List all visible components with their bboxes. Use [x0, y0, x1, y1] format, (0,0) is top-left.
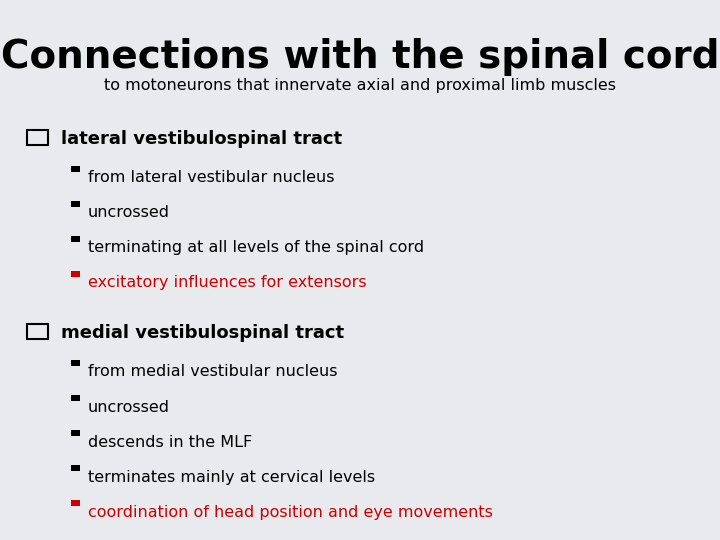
FancyBboxPatch shape [71, 271, 80, 277]
FancyBboxPatch shape [71, 166, 80, 172]
Text: terminates mainly at cervical levels: terminates mainly at cervical levels [88, 470, 375, 485]
FancyBboxPatch shape [71, 501, 80, 507]
Text: excitatory influences for extensors: excitatory influences for extensors [88, 275, 366, 291]
FancyBboxPatch shape [71, 430, 80, 436]
Text: lateral vestibulospinal tract: lateral vestibulospinal tract [61, 130, 342, 147]
Text: medial vestibulospinal tract: medial vestibulospinal tract [61, 324, 344, 342]
FancyBboxPatch shape [71, 360, 80, 366]
Text: from medial vestibular nucleus: from medial vestibular nucleus [88, 364, 338, 380]
FancyBboxPatch shape [71, 465, 80, 471]
FancyBboxPatch shape [71, 201, 80, 207]
Text: descends in the MLF: descends in the MLF [88, 435, 252, 450]
FancyBboxPatch shape [27, 324, 48, 339]
Text: Connections with the spinal cord: Connections with the spinal cord [1, 38, 719, 76]
FancyBboxPatch shape [71, 236, 80, 242]
Text: uncrossed: uncrossed [88, 205, 170, 220]
Text: to motoneurons that innervate axial and proximal limb muscles: to motoneurons that innervate axial and … [104, 78, 616, 93]
FancyBboxPatch shape [27, 130, 48, 145]
Text: uncrossed: uncrossed [88, 400, 170, 415]
Text: coordination of head position and eye movements: coordination of head position and eye mo… [88, 505, 492, 520]
Text: from lateral vestibular nucleus: from lateral vestibular nucleus [88, 170, 334, 185]
FancyBboxPatch shape [71, 395, 80, 401]
Text: terminating at all levels of the spinal cord: terminating at all levels of the spinal … [88, 240, 424, 255]
